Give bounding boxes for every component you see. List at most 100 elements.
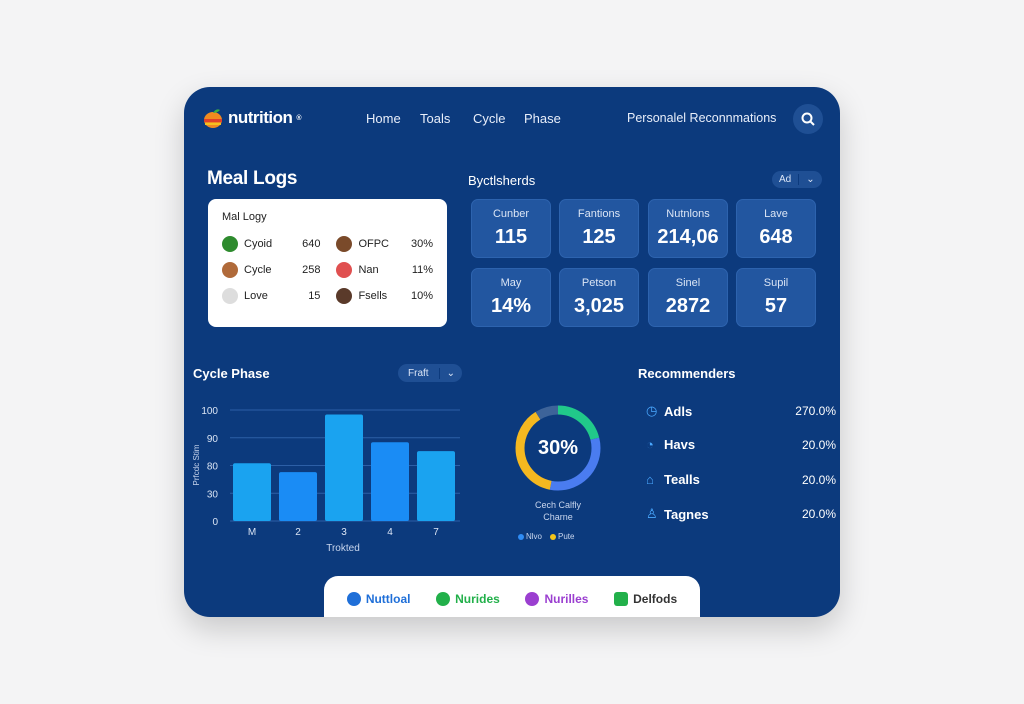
stat-tile[interactable]: Petson 3,025: [559, 268, 639, 327]
recommender-item[interactable]: ♙ Tagnes 20.0%: [646, 506, 836, 522]
recommender-value: 270.0%: [795, 404, 836, 418]
stat-value: 2872: [665, 295, 711, 317]
meal-log-row[interactable]: Love 15 Fsells 10%: [222, 283, 433, 309]
donut-segment: [515, 405, 601, 491]
donut-caption-line1: Cech Calfly: [534, 500, 581, 510]
bar[interactable]: [371, 442, 409, 521]
stat-value: 14%: [490, 295, 532, 317]
stat-tile[interactable]: Nutnlons 214,06: [648, 199, 728, 258]
stat-label: May: [500, 277, 522, 289]
cycle-dropdown[interactable]: Fraft ⌄: [398, 364, 462, 382]
tab-label: Nuttloal: [365, 591, 411, 606]
nav-home[interactable]: Home: [366, 111, 401, 126]
timer-icon: ◔: [646, 437, 654, 452]
stat-tile[interactable]: May 14%: [471, 268, 551, 327]
stat-tile[interactable]: Cunber 115: [471, 199, 551, 258]
y-tick-label: 30: [207, 489, 219, 500]
legend-label: Pute: [558, 532, 575, 541]
bar-chart: 0 30 80 90 100 M 2 3 4 7 Trokted Prfcdc Stim: [192, 406, 460, 554]
planet-icon: [222, 262, 238, 278]
chevron-down-icon: ⌄: [438, 367, 462, 379]
meal-label: Cycle: [244, 264, 272, 276]
recommender-item[interactable]: ◷ Adls 270.0%: [646, 403, 836, 419]
avatar-icon: [336, 288, 353, 304]
y-tick-label: 90: [207, 434, 219, 445]
clock-icon: ◷: [646, 403, 658, 418]
meal-label: Cyoid: [244, 238, 273, 250]
stat-label: Supil: [763, 277, 789, 289]
stat-label: Lave: [764, 208, 788, 220]
stat-value: 125: [582, 226, 616, 248]
donut-segment: [515, 405, 601, 491]
tab-icon: [614, 591, 629, 606]
y-tick-label: 0: [212, 517, 218, 528]
recommender-label: Tealls: [664, 472, 700, 487]
stats-dropdown-value: Ad: [779, 174, 792, 185]
tab-nurilles[interactable]: Nurilles: [525, 591, 589, 606]
stats-title: Byctlsherds: [468, 173, 536, 188]
recommender-label: Adls: [664, 403, 693, 419]
stat-value: 3,025: [573, 295, 625, 317]
recommender-item[interactable]: ◔ Havs 20.0%: [646, 437, 836, 452]
tab-nuttloal[interactable]: Nuttloal: [346, 591, 411, 606]
meal-percent: 10%: [410, 290, 434, 302]
legend-item: Nlvo: [518, 532, 542, 541]
tab-label: Nurides: [455, 591, 500, 606]
legend-item: Pute: [550, 532, 574, 541]
meal-percent: 30%: [410, 238, 434, 250]
nav-phase[interactable]: Phase: [524, 111, 561, 126]
stat-label: Cunber: [492, 208, 530, 220]
tab-icon: [525, 591, 540, 606]
bar[interactable]: [233, 463, 271, 521]
nav-cycle[interactable]: Cycle: [473, 111, 506, 126]
user-icon: ♙: [646, 506, 658, 521]
x-tick-label: 2: [295, 527, 301, 538]
stat-tile[interactable]: Supil 57: [736, 268, 816, 327]
meal-logs-title: Meal Logs: [207, 168, 298, 189]
stats-dropdown[interactable]: Ad ⌄: [772, 171, 822, 188]
recommenders-title: Recommenders: [638, 366, 736, 381]
stat-label: Petson: [581, 277, 617, 289]
donut-caption-line2: Charne: [543, 512, 573, 522]
tab-nurides[interactable]: Nurides: [436, 591, 500, 606]
bar[interactable]: [279, 472, 317, 521]
bar[interactable]: [325, 414, 363, 521]
tab-delfods[interactable]: Delfods: [614, 591, 677, 606]
meal-log-row[interactable]: Cyoid 640 OFPC 30%: [222, 231, 433, 257]
nav-personal-recommendations[interactable]: Personalel Reconnmations: [627, 111, 777, 125]
x-tick-label: 4: [387, 527, 393, 538]
recommender-value: 20.0%: [801, 437, 836, 452]
stat-tile[interactable]: Fantions 125: [559, 199, 639, 258]
avatar-icon: [336, 262, 353, 278]
y-tick-label: 80: [207, 462, 219, 473]
bar[interactable]: [417, 451, 455, 521]
legend-dot-icon: [518, 533, 524, 540]
search-icon: [801, 112, 815, 126]
meal-log-row[interactable]: Cycle 258 Nan 11%: [222, 257, 433, 283]
stat-value: 115: [494, 226, 528, 248]
donut-legend: Nlvo Pute: [518, 532, 574, 541]
recommender-label: Tagnes: [664, 506, 709, 522]
meal-label-2: OFPC: [358, 238, 389, 250]
dashboard-card: nutrition ® Home Toals Cycle Phase Person…: [184, 87, 840, 617]
stat-label: Sinel: [675, 277, 701, 289]
stat-tile[interactable]: Sinel 2872: [648, 268, 728, 327]
tab-icon: [346, 591, 361, 606]
nav-toals[interactable]: Toals: [420, 111, 451, 126]
recommender-value: 20.0%: [801, 507, 836, 521]
meal-percent: 11%: [411, 264, 434, 276]
tab-label: Nurilles: [544, 591, 589, 606]
recommender-item[interactable]: ⌂ Tealls 20.0%: [646, 472, 836, 487]
logo[interactable]: nutrition ®: [202, 107, 302, 129]
donut-segment: [515, 405, 601, 491]
logo-text: nutrition: [228, 108, 293, 127]
stat-value: 648: [759, 226, 793, 248]
donut-chart: [515, 405, 601, 491]
y-axis-label: Prfcdc Stim: [192, 444, 201, 485]
legend-dot-icon: [550, 533, 557, 540]
avatar-icon: [336, 236, 353, 252]
recommender-label: Havs: [664, 437, 696, 452]
search-button[interactable]: [793, 104, 823, 134]
apple-logo-icon: [204, 109, 222, 128]
stat-tile[interactable]: Lave 648: [736, 199, 816, 258]
